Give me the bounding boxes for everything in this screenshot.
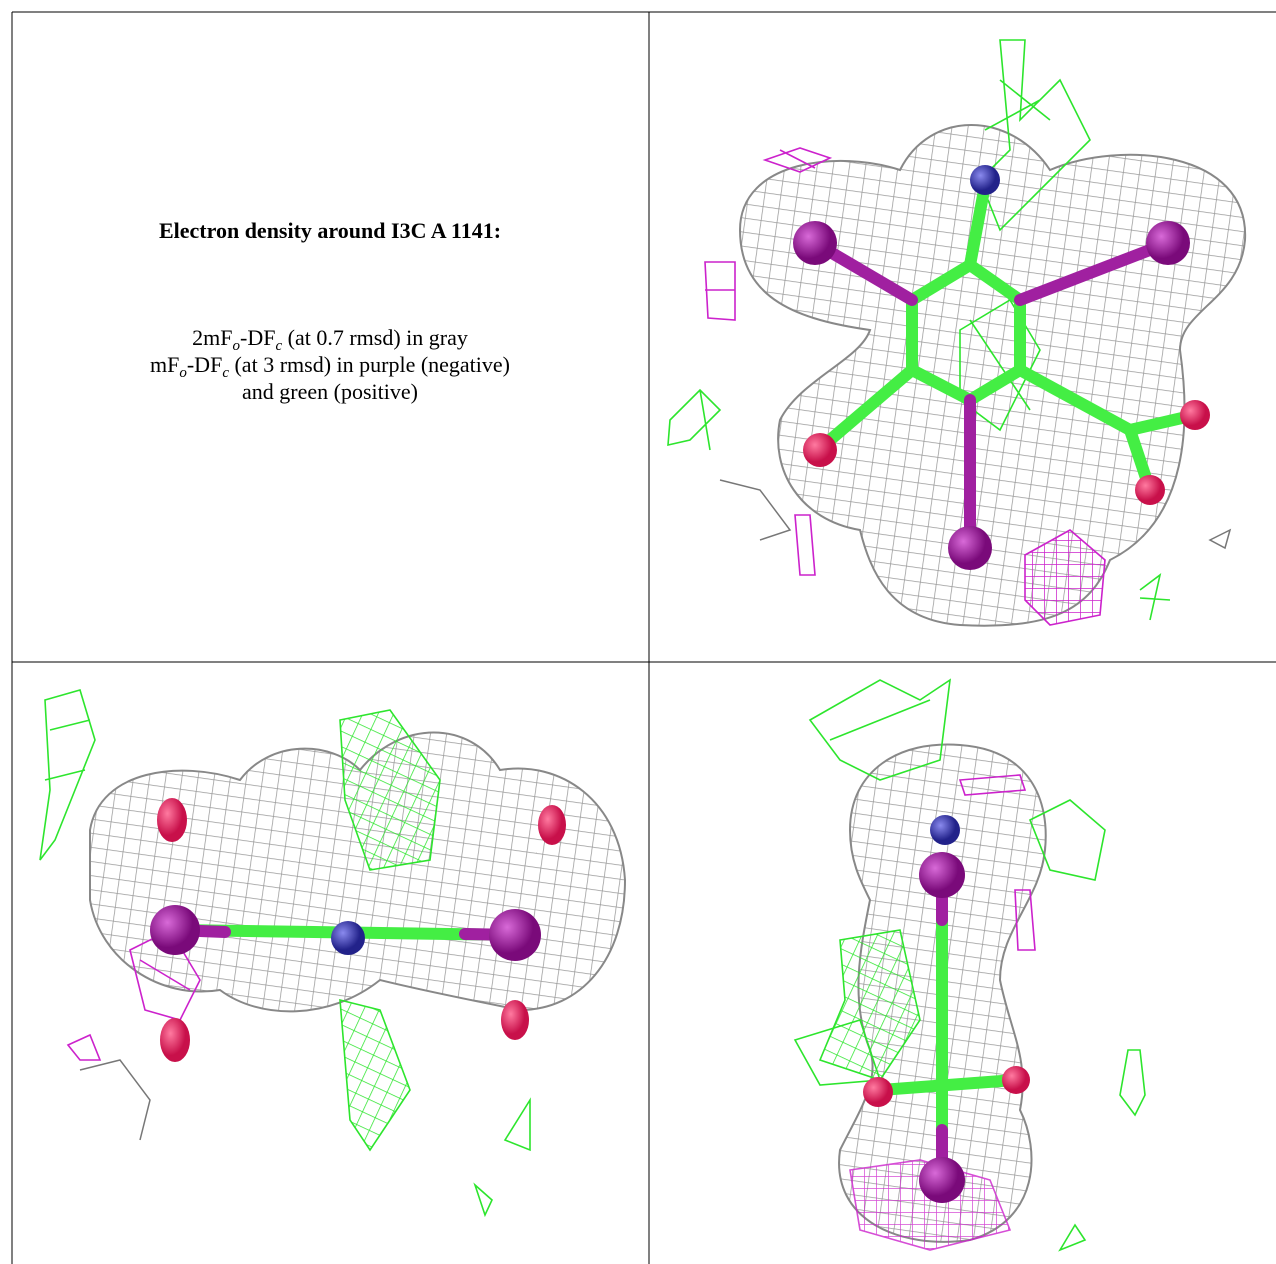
subscript: o	[179, 365, 187, 381]
legend-text: -DF	[240, 325, 275, 350]
subscript: c	[222, 365, 229, 381]
panel-title: Electron density around I3C A 1141:	[159, 218, 501, 243]
legend-line: and green (positive)	[242, 379, 418, 404]
legend-text: -DF	[187, 352, 222, 377]
text-panel: Electron density around I3C A 1141: 2mFo…	[150, 218, 510, 404]
density-end-view	[793, 678, 1146, 1252]
density-side-view	[39, 689, 627, 1218]
legend-text: 2mF	[192, 325, 232, 350]
legend-line: 2mFo-DFc (at 0.7 rmsd) in gray	[192, 325, 468, 354]
legend-text: mF	[150, 352, 179, 377]
subscript: c	[275, 338, 282, 354]
density-top-view	[667, 39, 1247, 627]
legend-line: mFo-DFc (at 3 rmsd) in purple (negative)	[150, 352, 510, 381]
legend-text: (at 3 rmsd) in purple (negative)	[229, 352, 510, 377]
grid-frame	[11, 11, 1276, 1264]
legend-text: (at 0.7 rmsd) in gray	[282, 325, 468, 350]
subscript: o	[233, 338, 241, 354]
legend-text: and green (positive)	[242, 379, 418, 404]
